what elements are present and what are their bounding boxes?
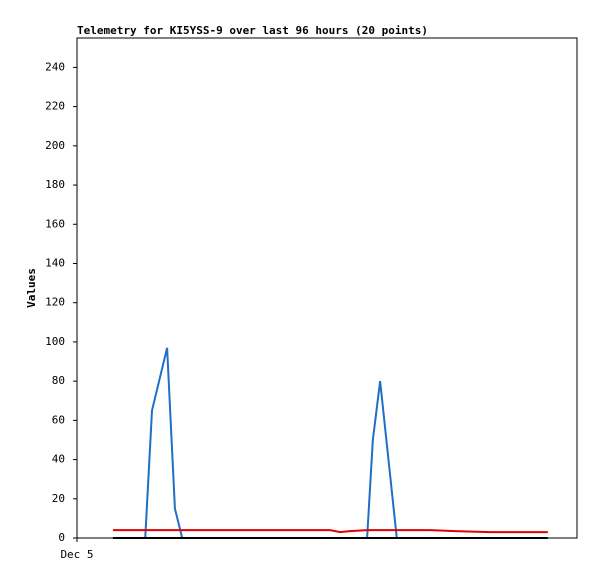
y-tick-label: 220 <box>45 100 65 113</box>
y-tick-label: 80 <box>52 374 65 387</box>
y-tick-label: 160 <box>45 217 65 230</box>
y-axis-label: Values <box>25 268 38 308</box>
plot-frame <box>76 37 578 539</box>
chart-title: Telemetry for KI5YSS-9 over last 96 hour… <box>77 24 428 37</box>
series-line <box>112 347 548 539</box>
y-tick-label: 200 <box>45 139 65 152</box>
y-tick-label: 180 <box>45 178 65 191</box>
y-tick-label: 40 <box>52 453 65 466</box>
y-tick-label: 100 <box>45 335 65 348</box>
series-line <box>112 529 548 534</box>
y-tick-label: 0 <box>58 531 65 544</box>
y-tick-label: 120 <box>45 296 65 309</box>
y-tick-label: 60 <box>52 413 65 426</box>
y-tick-label: 140 <box>45 256 65 269</box>
y-tick-label: 20 <box>52 492 65 505</box>
y-tick-label: 240 <box>45 60 65 73</box>
x-tick-label: Dec 5 <box>60 548 93 561</box>
